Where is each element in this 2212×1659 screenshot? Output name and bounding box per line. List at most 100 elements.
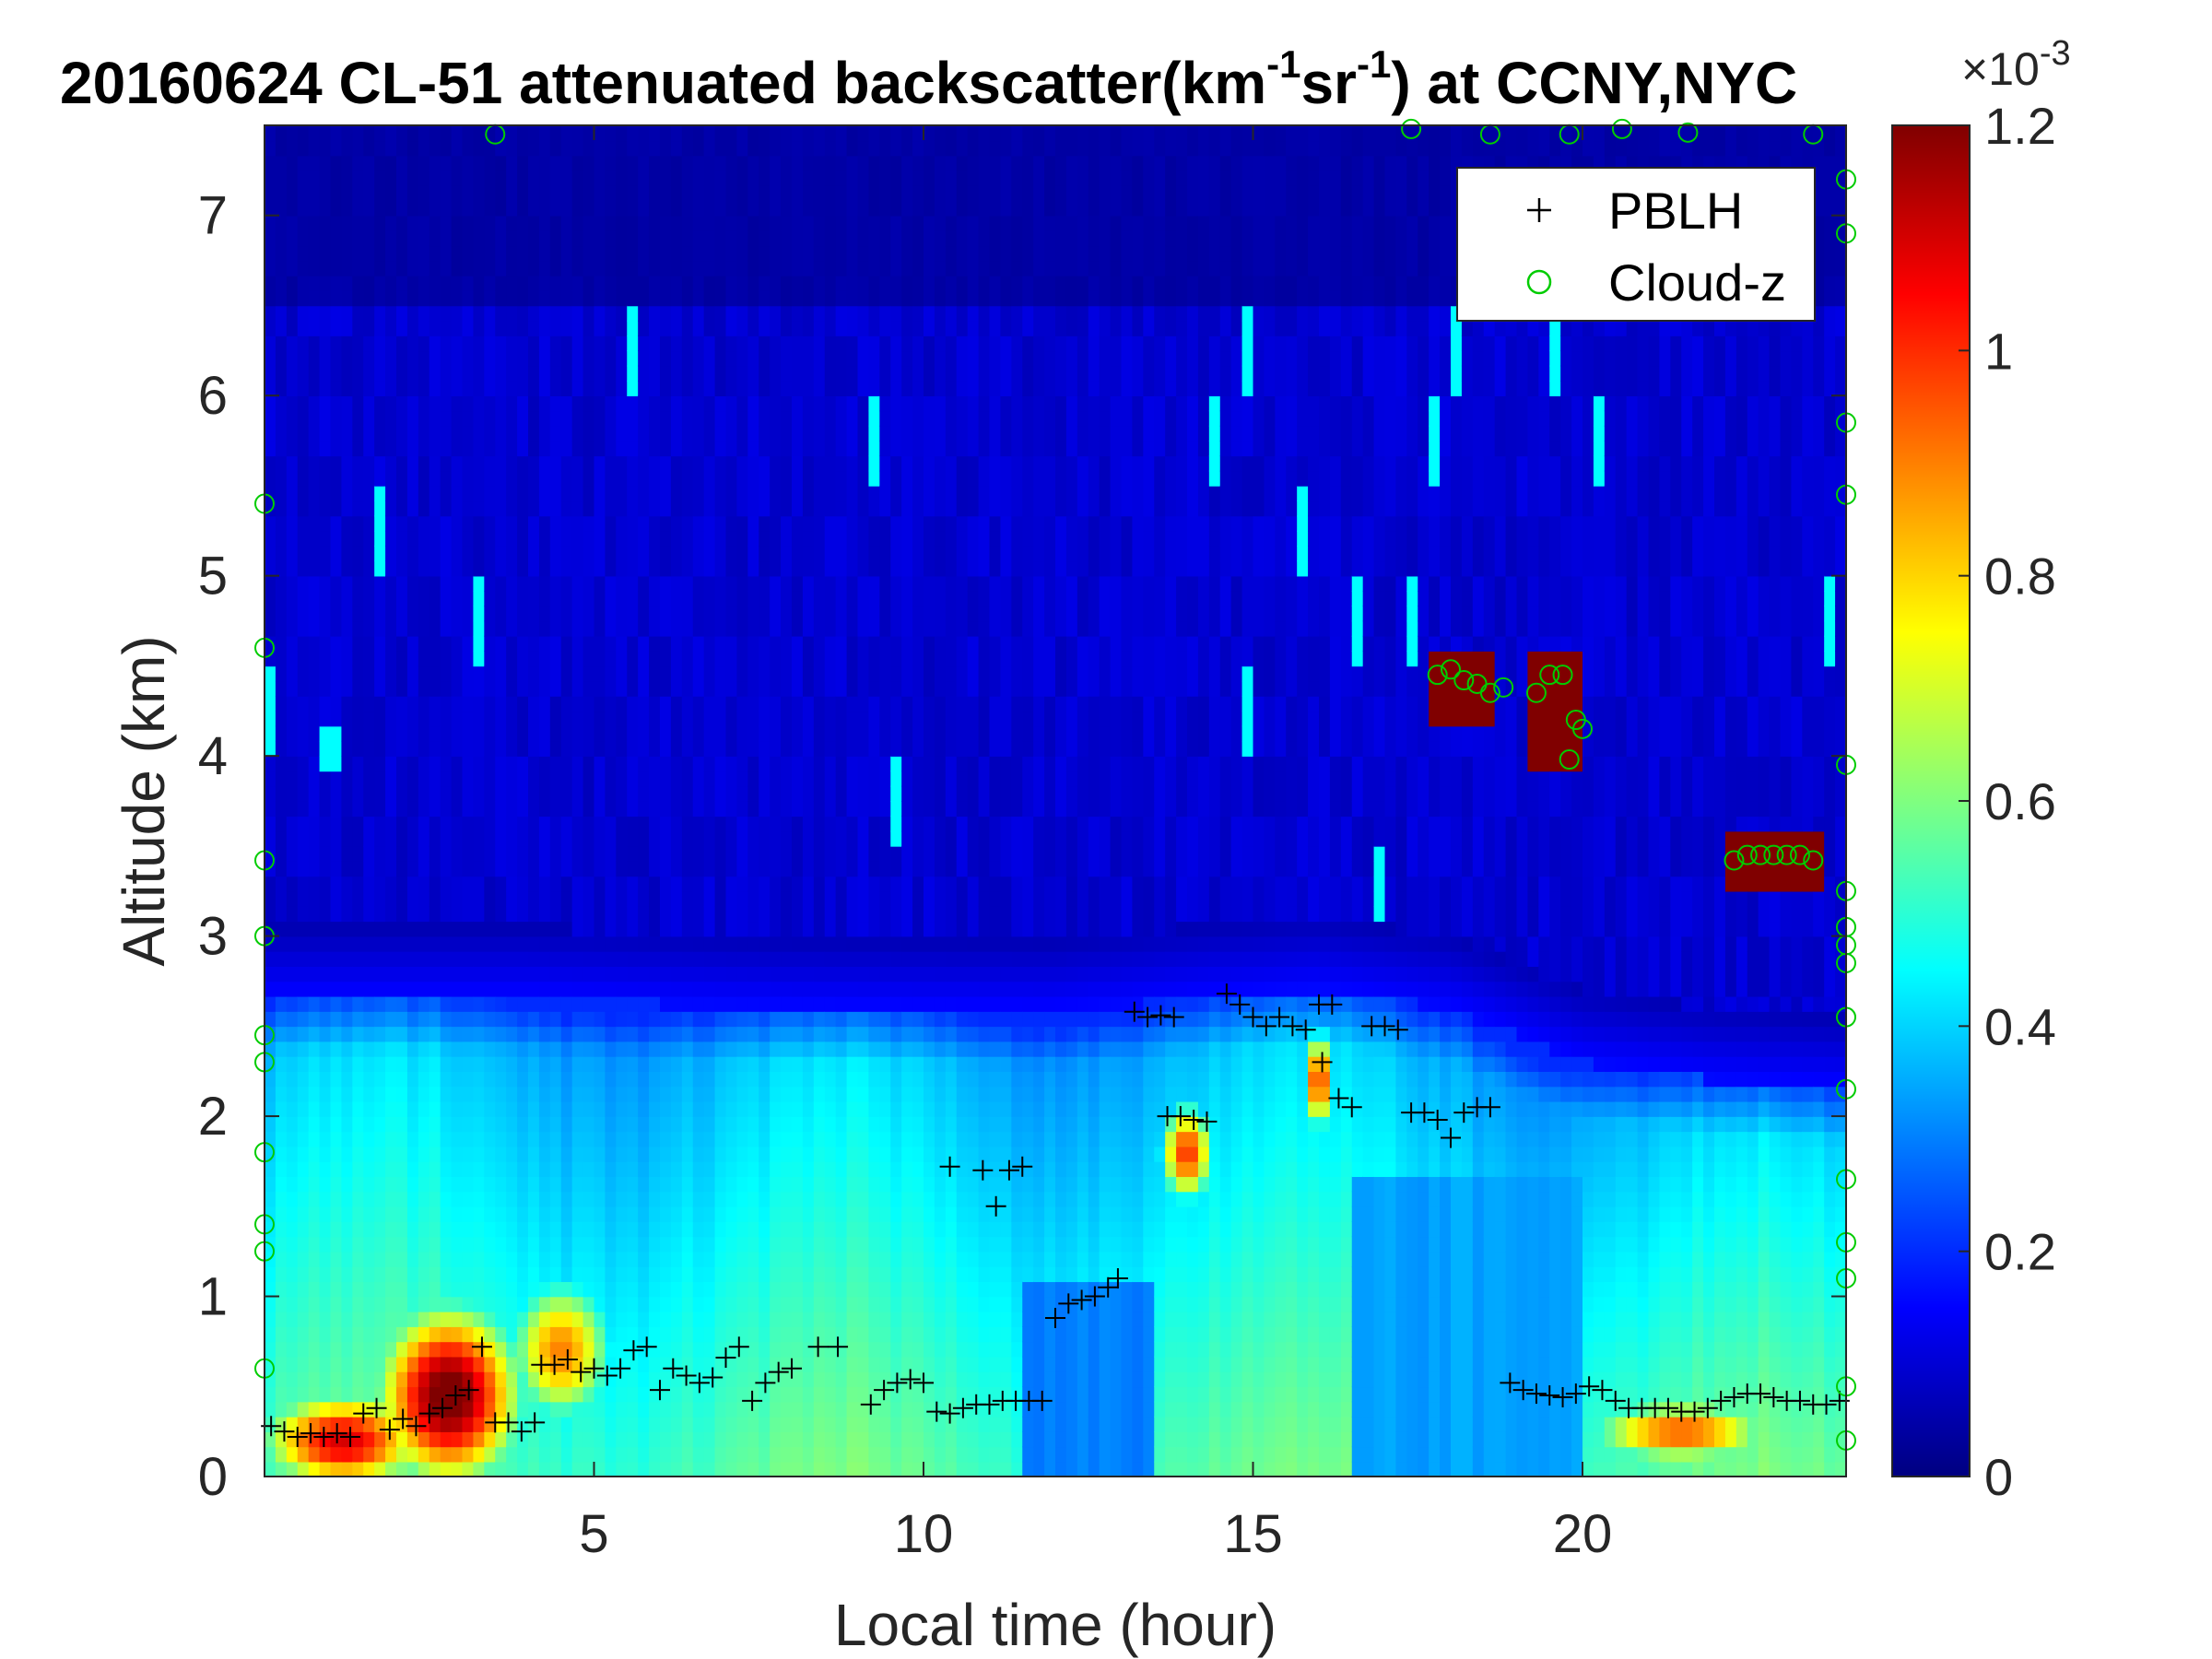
- heatmap-cell: [286, 260, 299, 276]
- heatmap-cell: [824, 560, 837, 577]
- heatmap-cell: [792, 170, 804, 186]
- heatmap-cell: [495, 275, 507, 291]
- heatmap-cell: [824, 230, 837, 247]
- heatmap-cell: [560, 546, 573, 562]
- heatmap-cell: [484, 1071, 497, 1088]
- heatmap-cell: [352, 170, 365, 186]
- heatmap-cell: [594, 651, 606, 667]
- heatmap-cell: [714, 1221, 727, 1238]
- heatmap-cell: [770, 950, 782, 967]
- heatmap-cell: [747, 320, 760, 336]
- heatmap-cell: [725, 410, 738, 427]
- heatmap-cell: [660, 1041, 672, 1057]
- heatmap-cell: [802, 1326, 815, 1343]
- heatmap-cell: [703, 740, 716, 757]
- heatmap-cell: [330, 125, 343, 142]
- heatmap-cell: [692, 1160, 705, 1178]
- heatmap-cell: [308, 771, 321, 787]
- heatmap-cell: [835, 635, 848, 652]
- heatmap-cell: [670, 365, 683, 382]
- heatmap-cell: [440, 725, 453, 742]
- heatmap-cell: [824, 1281, 837, 1298]
- heatmap-cell: [528, 485, 540, 502]
- heatmap-cell: [451, 365, 464, 382]
- heatmap-cell: [759, 830, 771, 847]
- heatmap-cell: [549, 1116, 562, 1133]
- heatmap-cell: [352, 756, 365, 772]
- heatmap-cell: [352, 530, 365, 547]
- heatmap-cell: [824, 515, 837, 532]
- heatmap-cell: [638, 816, 650, 832]
- heatmap-cell: [824, 275, 837, 291]
- heatmap-cell: [582, 995, 595, 1012]
- heatmap-cell: [770, 546, 782, 562]
- heatmap-cell: [813, 711, 826, 727]
- heatmap-cell: [660, 546, 672, 562]
- heatmap-cell: [594, 380, 606, 396]
- heatmap-cell: [462, 711, 475, 727]
- heatmap-cell: [616, 606, 629, 622]
- heatmap-cell: [352, 1431, 365, 1448]
- heatmap-cell: [396, 590, 408, 607]
- heatmap-cell: [297, 995, 310, 1012]
- heatmap-cell: [813, 1461, 826, 1477]
- heatmap-cell: [319, 756, 332, 772]
- heatmap-cell: [792, 680, 804, 697]
- heatmap-cell: [824, 995, 837, 1012]
- heatmap-cell: [297, 1221, 310, 1238]
- heatmap-cell: [549, 1401, 562, 1418]
- heatmap-cell: [341, 890, 354, 907]
- heatmap-cell: [440, 771, 453, 787]
- heatmap-cell: [484, 711, 497, 727]
- heatmap-cell: [406, 801, 419, 818]
- heatmap-cell: [286, 1326, 299, 1343]
- heatmap-cell: [792, 1341, 804, 1358]
- heatmap-cell: [418, 665, 430, 682]
- heatmap-cell: [703, 1251, 716, 1267]
- heatmap-cell: [385, 830, 397, 847]
- heatmap-cell: [275, 756, 288, 772]
- heatmap-cell: [330, 155, 343, 171]
- heatmap-cell: [605, 1401, 618, 1418]
- heatmap-cell: [781, 1236, 793, 1253]
- heatmap-cell: [638, 1236, 650, 1253]
- heatmap-cell: [846, 816, 859, 832]
- heatmap-cell: [649, 1446, 661, 1463]
- heatmap-cell: [495, 1086, 507, 1102]
- heatmap-cell: [605, 801, 618, 818]
- heatmap-cell: [418, 140, 430, 157]
- heatmap-cell: [846, 1086, 859, 1102]
- heatmap-cell: [857, 1341, 870, 1358]
- heatmap-cell: [835, 260, 848, 276]
- heatmap-cell: [297, 530, 310, 547]
- heatmap-cell: [528, 1131, 540, 1147]
- heatmap-cell: [319, 1341, 332, 1358]
- heatmap-cell: [385, 275, 397, 291]
- heatmap-cell: [528, 1236, 540, 1253]
- heatmap-cell: [517, 1146, 529, 1162]
- heatmap-cell: [792, 665, 804, 682]
- heatmap-cell: [363, 861, 375, 877]
- heatmap-cell: [297, 981, 310, 997]
- heatmap-cell: [835, 485, 848, 502]
- heatmap-cell: [703, 785, 716, 802]
- heatmap-cell: [681, 740, 694, 757]
- heatmap-cell: [649, 245, 661, 262]
- heatmap-cell: [308, 935, 321, 952]
- heatmap-cell: [517, 680, 529, 697]
- heatmap-cell: [835, 215, 848, 231]
- heatmap-cell: [802, 1191, 815, 1207]
- heatmap-cell: [549, 170, 562, 186]
- heatmap-cell: [759, 1086, 771, 1102]
- heatmap-cell: [594, 1401, 606, 1418]
- heatmap-cell: [703, 635, 716, 652]
- heatmap-cell: [660, 1011, 672, 1028]
- heatmap-cell: [495, 1416, 507, 1432]
- heatmap-cell: [571, 830, 584, 847]
- heatmap-cell: [725, 305, 738, 322]
- heatmap-cell: [571, 425, 584, 441]
- heatmap-cell: [747, 1416, 760, 1432]
- heatmap-cell: [824, 1461, 837, 1477]
- heatmap-cell: [462, 725, 475, 742]
- heatmap-cell: [670, 410, 683, 427]
